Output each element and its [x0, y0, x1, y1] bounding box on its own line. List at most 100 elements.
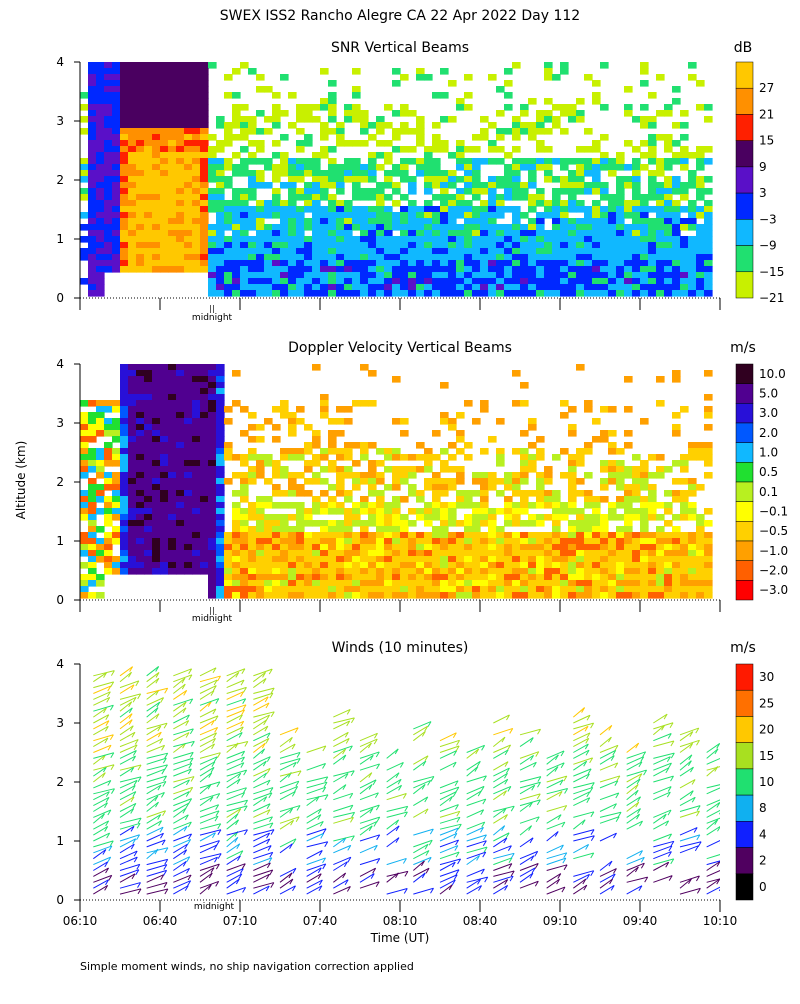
- heatmap-cell: [312, 230, 321, 237]
- heatmap-cell: [632, 454, 641, 461]
- heatmap-cell: [688, 212, 697, 219]
- heatmap-cell: [520, 284, 529, 291]
- heatmap-cell: [136, 484, 145, 491]
- heatmap-cell: [512, 400, 521, 407]
- heatmap-cell: [432, 430, 441, 437]
- heatmap-cell: [160, 520, 169, 527]
- wind-barb: [467, 799, 486, 806]
- heatmap-cell: [600, 152, 609, 159]
- heatmap-cell: [144, 496, 153, 503]
- heatmap-cell: [88, 152, 97, 159]
- heatmap-cell: [432, 496, 441, 503]
- heatmap-cell: [704, 212, 713, 219]
- heatmap-cell: [488, 562, 497, 569]
- heatmap-cell: [304, 544, 313, 551]
- heatmap-cell: [528, 556, 537, 563]
- heatmap-cell: [568, 538, 577, 545]
- heatmap-cell: [576, 520, 585, 527]
- heatmap-cell: [608, 592, 617, 599]
- heatmap-cell: [320, 508, 329, 515]
- heatmap-cell: [336, 568, 345, 575]
- heatmap-cell: [80, 466, 89, 473]
- heatmap-cell: [384, 454, 393, 461]
- heatmap-cell: [688, 206, 697, 213]
- heatmap-cell: [104, 224, 113, 231]
- heatmap-cell: [376, 508, 385, 515]
- heatmap-cell: [584, 272, 593, 279]
- heatmap-cell: [632, 218, 641, 225]
- heatmap-cell: [288, 580, 297, 587]
- heatmap-cell: [640, 508, 649, 515]
- heatmap-cell: [232, 248, 241, 255]
- heatmap-cell: [376, 520, 385, 527]
- heatmap-cell: [208, 484, 217, 491]
- heatmap-cell: [464, 272, 473, 279]
- heatmap-cell: [248, 466, 257, 473]
- wind-barb: [147, 848, 168, 853]
- heatmap-cell: [464, 200, 473, 207]
- heatmap-cell: [520, 290, 529, 297]
- heatmap-cell: [96, 266, 105, 273]
- heatmap-cell: [304, 586, 313, 593]
- heatmap-cell: [296, 260, 305, 267]
- heatmap-cell: [632, 592, 641, 599]
- heatmap-cell: [432, 254, 441, 261]
- colorbar-label: 2.0: [759, 426, 778, 440]
- heatmap-cell: [496, 574, 505, 581]
- heatmap-cell: [488, 568, 497, 575]
- heatmap-cell: [368, 194, 377, 201]
- heatmap-cell: [336, 200, 345, 207]
- heatmap-cell: [144, 110, 153, 117]
- wind-barb: [173, 799, 191, 806]
- heatmap-cell: [400, 266, 409, 273]
- heatmap-cell: [152, 514, 161, 521]
- heatmap-cell: [152, 406, 161, 413]
- heatmap-cell: [104, 260, 113, 267]
- heatmap-cell: [240, 568, 249, 575]
- heatmap-cell: [104, 80, 113, 87]
- heatmap-cell: [80, 278, 89, 285]
- heatmap-cell: [176, 206, 185, 213]
- heatmap-cell: [120, 454, 129, 461]
- heatmap-cell: [280, 266, 289, 273]
- heatmap-cell: [312, 104, 321, 111]
- heatmap-cell: [560, 272, 569, 279]
- wind-barb: [440, 811, 460, 817]
- heatmap-cell: [200, 248, 209, 255]
- heatmap-cell: [352, 194, 361, 201]
- heatmap-cell: [672, 200, 681, 207]
- heatmap-cell: [464, 92, 473, 99]
- heatmap-cell: [128, 388, 137, 395]
- heatmap-cell: [408, 236, 417, 243]
- heatmap-cell: [392, 188, 401, 195]
- heatmap-cell: [536, 128, 545, 135]
- heatmap-cell: [128, 242, 137, 249]
- heatmap-cell: [176, 182, 185, 189]
- heatmap-cell: [376, 230, 385, 237]
- heatmap-cell: [328, 206, 337, 213]
- heatmap-cell: [576, 544, 585, 551]
- heatmap-cell: [536, 254, 545, 261]
- colorbar-label: 3: [759, 186, 767, 200]
- heatmap-cell: [648, 242, 657, 249]
- heatmap-cell: [664, 188, 673, 195]
- wind-barb: [467, 835, 487, 841]
- heatmap-cell: [80, 580, 89, 587]
- heatmap-cell: [400, 466, 409, 473]
- heatmap-cell: [384, 466, 393, 473]
- heatmap-cell: [192, 412, 201, 419]
- heatmap-cell: [368, 158, 377, 165]
- heatmap-cell: [176, 442, 185, 449]
- heatmap-cell: [112, 134, 121, 141]
- heatmap-cell: [200, 122, 209, 129]
- heatmap-cell: [208, 526, 217, 533]
- heatmap-cell: [344, 236, 353, 243]
- heatmap-cell: [344, 284, 353, 291]
- heatmap-cell: [264, 538, 273, 545]
- heatmap-cell: [248, 218, 257, 225]
- heatmap-cell: [552, 526, 561, 533]
- heatmap-cell: [152, 544, 161, 551]
- heatmap-cell: [184, 526, 193, 533]
- heatmap-cell: [544, 574, 553, 581]
- heatmap-cell: [696, 484, 705, 491]
